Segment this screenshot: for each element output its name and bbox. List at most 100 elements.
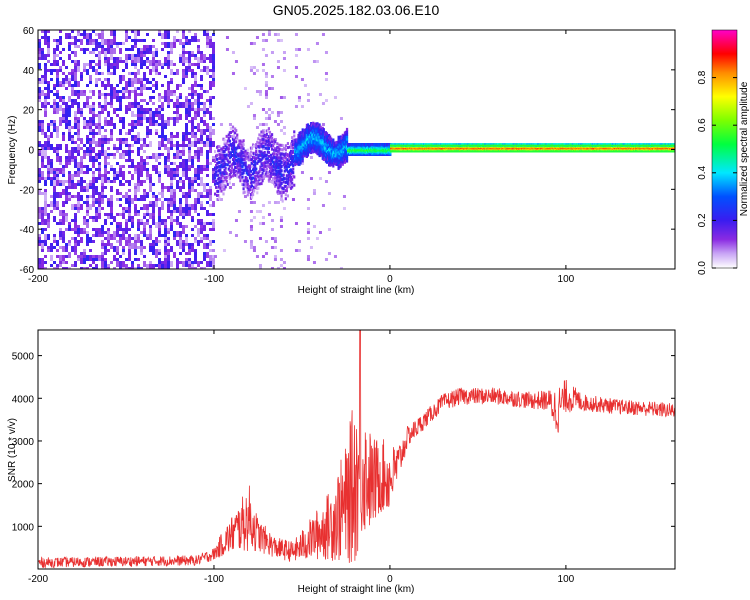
spectrogram-cell bbox=[89, 153, 92, 156]
spectrogram-cell bbox=[143, 222, 146, 225]
spectrogram-cell bbox=[284, 193, 287, 197]
spectrogram-cell bbox=[188, 108, 191, 111]
spectrogram-cell bbox=[92, 111, 95, 114]
spectrogram-cell bbox=[68, 186, 71, 189]
spectrogram-cell bbox=[149, 156, 152, 159]
spectrogram-cell bbox=[74, 195, 77, 198]
spectrogram-cell bbox=[194, 180, 197, 183]
spectrogram-cell bbox=[170, 81, 173, 84]
spectrogram-cell bbox=[95, 123, 98, 126]
spectrogram-cell bbox=[224, 185, 227, 189]
spectrogram-cell bbox=[56, 63, 59, 66]
spectrogram-cell bbox=[185, 213, 188, 216]
spectrogram-cell bbox=[68, 150, 71, 156]
spectrogram-cell bbox=[50, 177, 53, 180]
spectrogram-cell bbox=[292, 157, 295, 161]
spectrogram-cell bbox=[194, 144, 197, 147]
spectrogram-cell bbox=[176, 180, 179, 183]
spectrogram-cell bbox=[188, 144, 191, 147]
spectrogram-cell bbox=[284, 156, 287, 160]
spectrogram-cell bbox=[38, 243, 41, 246]
spectrogram-cell bbox=[50, 144, 53, 150]
spectrogram-cell bbox=[282, 190, 285, 194]
spectrogram-cell bbox=[74, 165, 77, 168]
spectrogram-cell bbox=[249, 150, 253, 154]
spectrogram-cell bbox=[110, 96, 113, 99]
spectrogram-cell bbox=[80, 162, 83, 168]
spectrogram-cell bbox=[200, 231, 203, 234]
spectrogram-cell bbox=[41, 222, 44, 225]
spectrogram-cell bbox=[182, 138, 185, 141]
spectrogram-cell bbox=[98, 201, 101, 204]
spectrogram-cell bbox=[264, 142, 267, 146]
spectrogram-cell bbox=[182, 195, 185, 198]
spectrogram-cell bbox=[182, 192, 185, 195]
spectrogram-cell bbox=[226, 163, 229, 167]
spectrogram-cell bbox=[83, 201, 86, 204]
spectrogram-cell bbox=[107, 141, 110, 144]
spectrogram-cell bbox=[104, 237, 107, 240]
spectrogram-cell bbox=[47, 174, 50, 177]
spectrogram-cell bbox=[80, 267, 83, 269]
spectrogram-cell bbox=[176, 84, 179, 90]
spectrogram-cell bbox=[173, 120, 176, 126]
spectrogram-cell bbox=[74, 174, 77, 177]
spectrogram-cell bbox=[188, 207, 191, 210]
spectrogram-cell bbox=[77, 144, 80, 147]
spectrogram-cell bbox=[188, 132, 191, 135]
spectrogram-cell bbox=[65, 81, 68, 84]
spectrogram-cell bbox=[119, 105, 122, 108]
spectrogram-cell bbox=[182, 147, 185, 150]
spectrogram-cell bbox=[224, 177, 227, 181]
spectrogram-cell bbox=[86, 243, 89, 246]
spectrogram-cell bbox=[220, 176, 223, 180]
spectrogram-cell bbox=[140, 87, 143, 93]
spectrogram-cell bbox=[167, 249, 170, 252]
spectrogram-cell bbox=[146, 177, 149, 180]
spectrogram-cell bbox=[56, 90, 59, 93]
spectrogram-cell bbox=[287, 165, 291, 169]
spectrogram-cell bbox=[253, 170, 256, 174]
spectrogram-cell bbox=[149, 141, 152, 147]
spectrogram-cell bbox=[125, 207, 128, 210]
spectrogram-cell bbox=[164, 186, 167, 189]
spectrogram-cell bbox=[86, 189, 89, 192]
spectrogram-cell bbox=[215, 163, 218, 167]
spectrogram-cell bbox=[182, 240, 185, 243]
spectrogram-cell bbox=[263, 133, 266, 137]
spectrogram-cell bbox=[161, 126, 164, 132]
spectrogram-cell bbox=[140, 99, 143, 102]
spectrogram-cell bbox=[213, 176, 217, 180]
spectrogram-cell bbox=[255, 255, 259, 258]
spectrogram-cell bbox=[98, 141, 101, 147]
spectrogram-cell bbox=[71, 141, 74, 144]
spectrogram-cell bbox=[220, 179, 223, 183]
spectrogram-cell bbox=[59, 261, 62, 264]
spectrogram-cell bbox=[125, 192, 128, 198]
spectrogram-cell bbox=[206, 39, 209, 42]
spectrogram-cell bbox=[219, 165, 222, 169]
spectrogram-cell bbox=[282, 126, 286, 129]
spectrogram-cell bbox=[185, 243, 188, 246]
spectrogram-cell bbox=[239, 167, 242, 171]
spectrogram-cell bbox=[128, 165, 131, 168]
spectrogram-cell bbox=[235, 155, 238, 159]
spectrogram-cell bbox=[95, 69, 98, 75]
spectrogram-cell bbox=[258, 123, 262, 126]
spectrogram-cell bbox=[110, 39, 113, 45]
spectrogram-cell bbox=[101, 138, 104, 141]
spectrogram-cell bbox=[56, 201, 59, 207]
spectrogram-cell bbox=[218, 196, 221, 200]
spectrogram-cell bbox=[285, 180, 288, 184]
spectrogram-cell bbox=[152, 111, 155, 114]
spectrogram-cell bbox=[258, 222, 262, 225]
spectrogram-cell bbox=[227, 153, 230, 157]
spectrogram-cell bbox=[197, 102, 200, 108]
spectrogram-cell bbox=[59, 264, 62, 267]
spectrogram-cell bbox=[270, 237, 274, 240]
spectrogram-cell bbox=[324, 99, 328, 102]
spectrogram-cell bbox=[197, 183, 200, 186]
spectrogram-cell bbox=[107, 249, 110, 252]
spectrogram-cell bbox=[53, 198, 56, 204]
spectrogram-cell bbox=[113, 42, 116, 45]
